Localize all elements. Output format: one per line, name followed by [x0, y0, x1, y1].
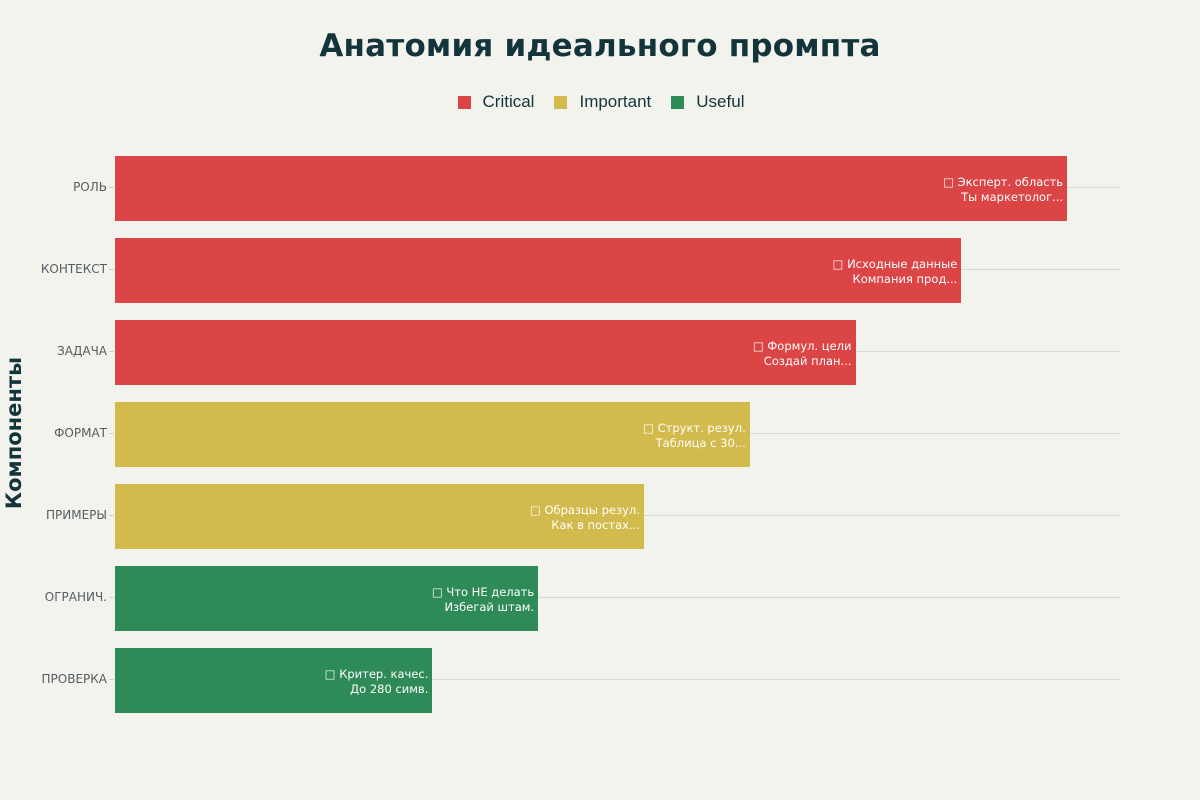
- legend-item-important[interactable]: Important: [554, 92, 651, 112]
- y-tick: [109, 351, 114, 352]
- legend: Critical Important Useful: [0, 92, 1200, 112]
- y-tick: [109, 597, 114, 598]
- category-label: ФОРМАТ: [54, 426, 107, 440]
- bar-row: ЗАДАЧА □ Формул. цели Создай план...: [57, 311, 1120, 393]
- category-label: КОНТЕКСТ: [40, 262, 107, 276]
- legend-label-useful: Useful: [696, 92, 745, 111]
- category-label: ЗАДАЧА: [57, 344, 107, 358]
- bar-label: □ Образцы резул. Как в постах...: [530, 503, 640, 533]
- missing-glyph-icon: □: [529, 503, 541, 517]
- legend-swatch-critical: [457, 95, 471, 109]
- category-label: ПРИМЕРЫ: [46, 508, 107, 522]
- missing-glyph-icon: □: [431, 585, 443, 599]
- y-tick: [109, 187, 114, 188]
- bar-label-example: Ты маркетолог...: [961, 190, 1064, 204]
- category-label: ПРОВЕРКА: [41, 672, 107, 686]
- bar-label: □ Исходные данные Компания прод...: [833, 257, 958, 287]
- bar[interactable]: □ Исходные данные Компания прод...: [115, 238, 962, 303]
- missing-glyph-icon: □: [832, 257, 844, 271]
- legend-item-critical[interactable]: Critical: [457, 92, 535, 112]
- bar-label: □ Формул. цели Создай план...: [753, 339, 852, 369]
- bar-row: ПРОВЕРКА □ Критер. качес. До 280 симв.: [42, 639, 1120, 721]
- y-tick: [109, 515, 114, 516]
- bar[interactable]: □ Критер. качес. До 280 симв.: [115, 648, 433, 713]
- bar-label-title: Структ. резул.: [657, 421, 746, 435]
- bar-label-title: Образцы резул.: [544, 503, 640, 517]
- bar-label-title: Формул. цели: [767, 339, 852, 353]
- y-tick: [109, 433, 114, 434]
- bar[interactable]: □ Что НЕ делать Избегай штам.: [115, 566, 539, 631]
- bar-label: □ Что НЕ делать Избегай штам.: [432, 585, 534, 615]
- bar[interactable]: □ Образцы резул. Как в постах...: [115, 484, 644, 549]
- bar-row: РОЛЬ □ Эксперт. область Ты маркетолог...: [73, 147, 1120, 229]
- missing-glyph-icon: □: [324, 667, 336, 681]
- bar-row: ПРИМЕРЫ □ Образцы резул. Как в постах...: [46, 475, 1120, 557]
- bar-label-example: Таблица с 30...: [655, 436, 746, 450]
- legend-label-critical: Critical: [482, 92, 535, 111]
- legend-swatch-important: [554, 95, 568, 109]
- bar-label-title: Исходные данные: [847, 257, 958, 271]
- bar-row: ОГРАНИЧ. □ Что НЕ делать Избегай штам.: [45, 557, 1120, 639]
- bar-label-example: Избегай штам.: [444, 600, 535, 614]
- bar-label-example: Как в постах...: [551, 518, 640, 532]
- y-tick: [109, 679, 114, 680]
- legend-item-useful[interactable]: Useful: [671, 92, 744, 112]
- bar-label: □ Критер. качес. До 280 симв.: [325, 667, 429, 697]
- bar[interactable]: □ Структ. резул. Таблица с 30...: [115, 402, 750, 467]
- bar-label-title: Что НЕ делать: [446, 585, 535, 599]
- category-label: РОЛЬ: [73, 180, 107, 194]
- bar-row: ФОРМАТ □ Структ. резул. Таблица с 30...: [54, 393, 1120, 475]
- category-label: ОГРАНИЧ.: [44, 590, 107, 604]
- grid-line: [115, 597, 1120, 598]
- grid-line: [115, 679, 1120, 680]
- bar-label-title: Эксперт. область: [957, 175, 1064, 189]
- missing-glyph-icon: □: [943, 175, 954, 189]
- missing-glyph-icon: □: [643, 421, 654, 435]
- bar-label: □ Эксперт. область Ты маркетолог...: [943, 175, 1063, 205]
- y-tick: [109, 269, 114, 270]
- y-axis-title: Компоненты: [2, 356, 26, 510]
- legend-label-important: Important: [579, 92, 652, 111]
- bar-label-title: Критер. качес.: [339, 667, 429, 681]
- missing-glyph-icon: □: [752, 339, 764, 353]
- bar-label-example: Создай план...: [763, 354, 852, 368]
- chart-title: Анатомия идеального промпта: [319, 28, 881, 64]
- bar-label-example: До 280 симв.: [350, 682, 429, 696]
- plot-area: РОЛЬ □ Эксперт. область Ты маркетолог...…: [41, 147, 1120, 721]
- bar-row: КОНТЕКСТ □ Исходные данные Компания прод…: [41, 229, 1120, 311]
- legend-swatch-useful: [671, 95, 685, 109]
- bar-label-example: Компания прод...: [852, 272, 958, 286]
- bar[interactable]: □ Эксперт. область Ты маркетолог...: [115, 156, 1068, 221]
- bar-label: □ Структ. резул. Таблица с 30...: [643, 421, 746, 451]
- bar[interactable]: □ Формул. цели Создай план...: [115, 320, 856, 385]
